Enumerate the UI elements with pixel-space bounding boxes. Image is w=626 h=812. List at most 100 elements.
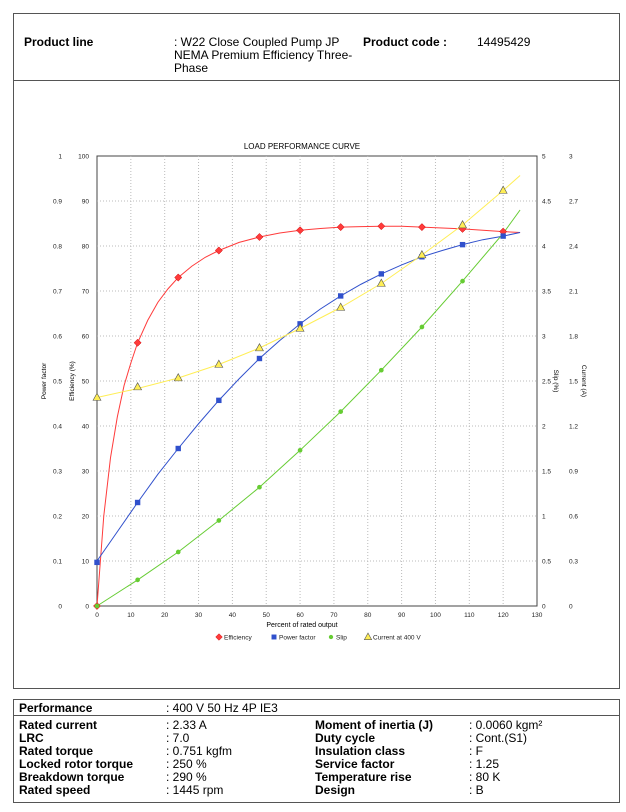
spec-label: Duty cycle: [315, 731, 376, 745]
slip-point: [338, 409, 344, 414]
slip-point: [297, 447, 303, 453]
legend-label: Slip: [336, 635, 347, 642]
product-code-value: 14495429: [477, 35, 531, 49]
efficiency-curve: [96, 225, 521, 607]
current-tick-label: 2.7: [569, 199, 578, 206]
spec-value: : 80 K: [469, 770, 501, 784]
spec-label: Insulation class: [315, 744, 406, 758]
current-at-400-v-point: [376, 278, 386, 287]
slip-point: [257, 484, 262, 490]
current-tick-label: 0: [569, 604, 573, 611]
legend-label: Efficiency: [224, 635, 252, 642]
efficiency-tick-label: 70: [82, 289, 90, 296]
current-at-400-v-point: [92, 392, 102, 401]
current-tick-label: 3: [569, 154, 573, 161]
spec-label: Service factor: [315, 757, 395, 771]
efficiency-tick-label: 20: [82, 514, 90, 521]
spec-label: Design: [315, 783, 356, 797]
power-factor-point: [175, 445, 181, 452]
spec-value: : 250 %: [166, 757, 207, 771]
current-tick-label: 2.4: [569, 244, 578, 251]
x-tick-label: 40: [229, 612, 237, 619]
x-tick-label: 130: [532, 612, 543, 619]
power-factor-point: [256, 355, 263, 362]
current-tick-label: 1.2: [569, 424, 578, 431]
x-tick-label: 60: [296, 612, 304, 619]
spec-label: Locked rotor torque: [19, 757, 134, 771]
slip-legend-marker: [328, 634, 334, 640]
power-factor-curve: [96, 232, 521, 562]
current-at-400-v-point: [254, 343, 264, 352]
efficiency-tick-label: 10: [82, 559, 90, 566]
power-factor-axis-label: Power factor: [41, 362, 48, 399]
efficiency-tick-label: 30: [82, 469, 90, 476]
power-factor-point: [378, 271, 385, 277]
slip-curve: [96, 209, 521, 607]
current-at-400-v-point: [498, 185, 508, 194]
efficiency-point: [336, 223, 345, 232]
efficiency-point: [417, 223, 426, 232]
slip-tick-label: 2.5: [542, 379, 551, 386]
current-tick-label: 0.6: [569, 514, 578, 521]
current-at-400-v-point: [133, 382, 143, 391]
spec-label: Rated speed: [19, 783, 91, 797]
x-tick-label: 120: [498, 612, 509, 619]
spec-value: : 1.25: [469, 757, 500, 771]
spec-value: : 0.751 kgfm: [166, 744, 233, 758]
x-tick-label: 10: [127, 612, 135, 619]
power-factor-point: [216, 397, 222, 404]
efficiency-tick-label: 40: [82, 424, 90, 431]
current-axis-label: Current (A): [580, 365, 587, 397]
power-factor-point: [134, 499, 141, 506]
current-tick-label: 1.5: [569, 379, 578, 386]
spec-value: : 2.33 A: [166, 718, 207, 732]
product-code-label: Product code :: [363, 35, 448, 49]
spec-value: : Cont.(S1): [469, 731, 528, 745]
legend-label: Power factor: [279, 635, 316, 642]
power-factor-tick-label: 0.6: [53, 334, 62, 341]
power-factor-tick-label: 1: [58, 154, 62, 161]
current-tick-label: 0.3: [569, 559, 578, 566]
power-factor-tick-label: 0.1: [53, 559, 62, 566]
product-line-value-3: Phase: [174, 61, 209, 75]
slip-tick-label: 0: [542, 604, 546, 611]
efficiency-point: [296, 226, 305, 235]
chart-title: LOAD PERFORMANCE CURVE: [244, 142, 360, 151]
product-line-label: Product line: [24, 35, 94, 49]
current-at-400-v-point: [214, 359, 224, 368]
power-factor-tick-label: 0.3: [53, 469, 62, 476]
power-factor-point: [94, 559, 100, 566]
current-at-400-v-point: [173, 373, 183, 382]
slip-tick-label: 1.5: [542, 469, 551, 476]
efficiency-axis-label: Efficiency (%): [69, 361, 76, 401]
slip-tick-label: 4.5: [542, 199, 551, 206]
x-axis-label: Percent of rated output: [266, 622, 337, 629]
efficiency-tick-label: 60: [82, 334, 90, 341]
efficiency-point: [255, 233, 264, 241]
spec-label: Rated current: [19, 718, 98, 732]
power-factor-point: [459, 241, 466, 248]
power-factor-tick-label: 0.8: [53, 244, 62, 251]
efficiency-tick-label: 50: [82, 379, 90, 386]
slip-tick-label: 4: [542, 244, 546, 251]
slip-point: [378, 367, 384, 373]
slip-point: [460, 278, 465, 284]
performance-divider: [14, 715, 619, 716]
power-factor-point: [337, 293, 344, 299]
power-factor-tick-label: 0.4: [53, 424, 62, 431]
x-tick-label: 70: [330, 612, 338, 619]
spec-value: : F: [469, 744, 483, 758]
current-at-400-v-point: [417, 250, 427, 259]
slip-tick-label: 3: [542, 334, 546, 341]
spec-value: : B: [469, 783, 484, 797]
x-tick-label: 0: [95, 612, 99, 619]
spec-value: : 1445 rpm: [166, 783, 224, 797]
slip-tick-label: 2: [542, 424, 546, 431]
spec-label: Rated torque: [19, 744, 94, 758]
x-tick-label: 80: [364, 612, 372, 619]
x-tick-label: 30: [195, 612, 203, 619]
performance-label: Performance: [19, 701, 93, 715]
x-tick-label: 20: [161, 612, 169, 619]
slip-point: [216, 518, 222, 523]
